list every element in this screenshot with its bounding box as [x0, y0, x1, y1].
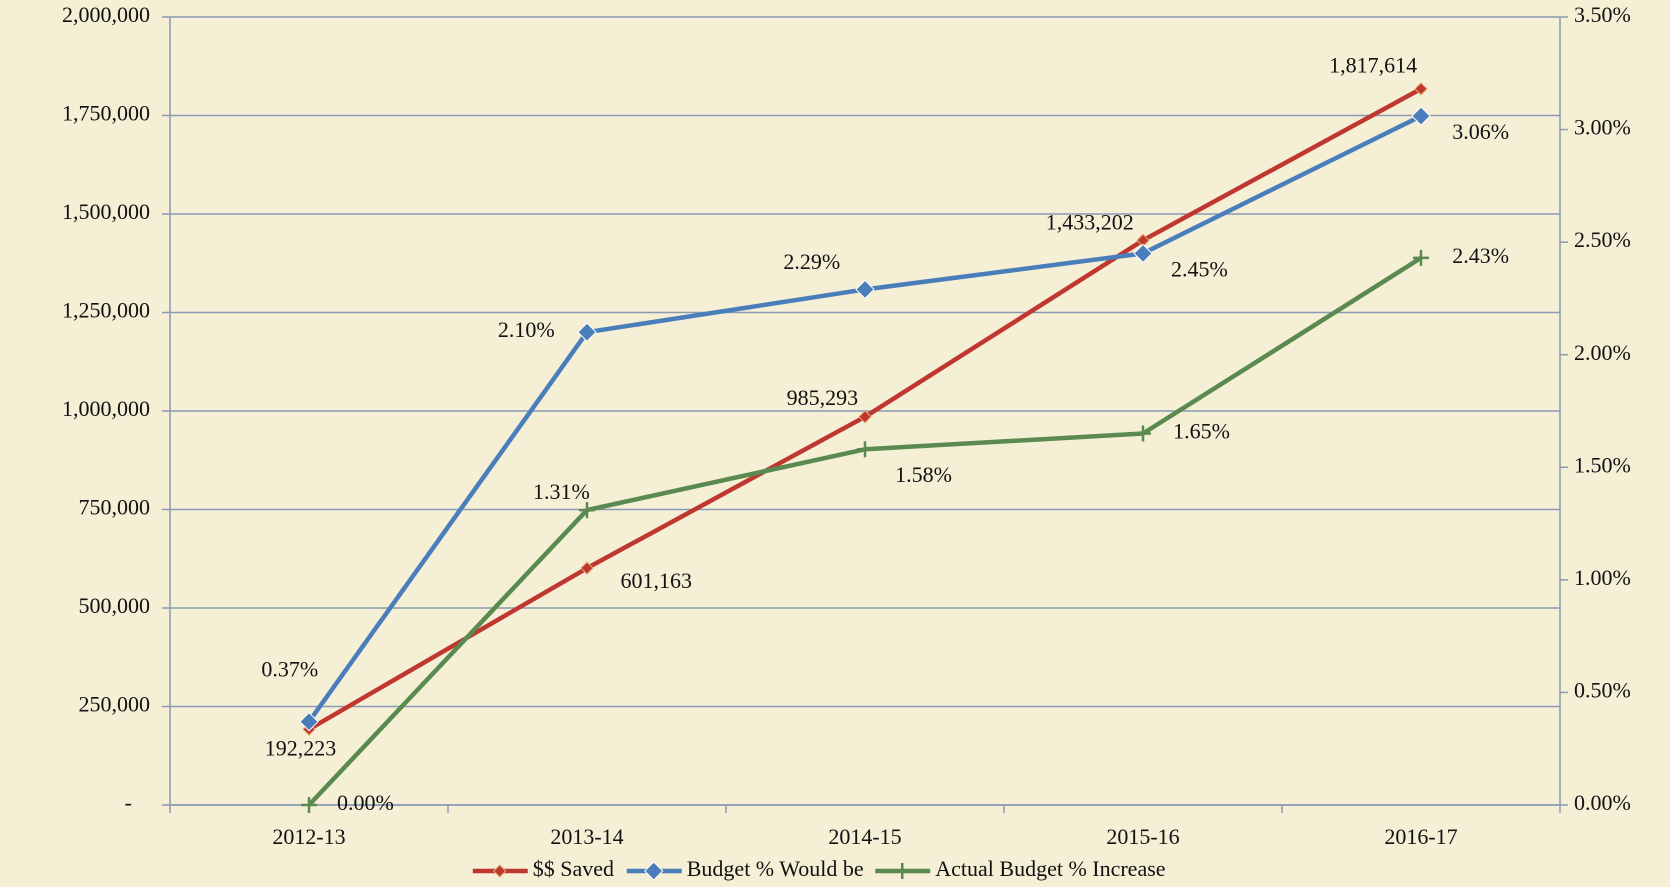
y2-tick-label: 1.00%: [1574, 565, 1631, 590]
y-tick-label: 500,000: [79, 593, 151, 618]
marker: [855, 279, 875, 300]
data-label: 2.29%: [783, 249, 840, 274]
data-label: 2.43%: [1452, 243, 1509, 268]
y-tick-label: 1,500,000: [62, 199, 150, 224]
y-tick-label: 1,750,000: [62, 101, 150, 126]
marker: [493, 864, 507, 878]
y2-tick-label: 2.50%: [1574, 227, 1631, 252]
data-label: 2.45%: [1171, 257, 1228, 282]
y-tick-label: -: [125, 790, 132, 815]
legend-label: $$ Saved: [533, 856, 614, 881]
x-tick-label: 2012-13: [272, 824, 345, 849]
marker: [1411, 106, 1431, 126]
x-tick-label: 2015-16: [1106, 824, 1179, 849]
x-tick-label: 2016-17: [1384, 824, 1457, 849]
y-tick-label: 2,000,000: [62, 2, 150, 27]
marker: [858, 410, 872, 424]
series-line: [307, 256, 1423, 807]
marker: [894, 863, 911, 879]
data-label: 601,163: [620, 568, 692, 593]
legend-label: Budget % Would be: [687, 856, 864, 881]
series-line: [307, 86, 1423, 732]
y2-tick-label: 1.50%: [1574, 452, 1631, 477]
y2-tick-label: 3.50%: [1574, 2, 1631, 27]
y2-tick-label: 3.00%: [1574, 115, 1631, 140]
data-label: 1.31%: [533, 479, 590, 504]
y-tick-label: 1,000,000: [62, 396, 150, 421]
marker: [580, 561, 594, 575]
data-label: 0.00%: [337, 790, 394, 815]
data-label: 3.06%: [1452, 119, 1509, 144]
data-label: 1.58%: [895, 462, 952, 487]
x-tick-label: 2013-14: [550, 824, 623, 849]
marker: [644, 861, 664, 881]
legend-label: Actual Budget % Increase: [935, 856, 1165, 881]
data-label: 2.10%: [498, 317, 555, 342]
y2-tick-label: 2.00%: [1574, 340, 1631, 365]
marker: [1133, 243, 1153, 264]
marker: [1414, 82, 1428, 96]
marker: [857, 441, 873, 458]
marker: [301, 797, 317, 813]
data-label: 1.65%: [1173, 419, 1230, 444]
marker: [1135, 425, 1151, 442]
marker: [579, 502, 595, 519]
y-tick-label: 750,000: [79, 495, 151, 520]
y-tick-label: 1,250,000: [62, 298, 150, 323]
data-label: 1,817,614: [1329, 53, 1417, 78]
y-tick-label: 250,000: [79, 692, 151, 717]
y2-tick-label: 0.00%: [1574, 790, 1631, 815]
marker: [1413, 249, 1429, 266]
marker: [577, 322, 597, 342]
marker: [299, 711, 319, 732]
data-label: 985,293: [787, 385, 859, 410]
y2-tick-label: 0.50%: [1574, 677, 1631, 702]
x-tick-label: 2014-15: [828, 824, 901, 849]
data-label: 192,223: [265, 736, 337, 761]
data-label: 0.37%: [261, 657, 318, 682]
data-label: 1,433,202: [1046, 209, 1134, 234]
